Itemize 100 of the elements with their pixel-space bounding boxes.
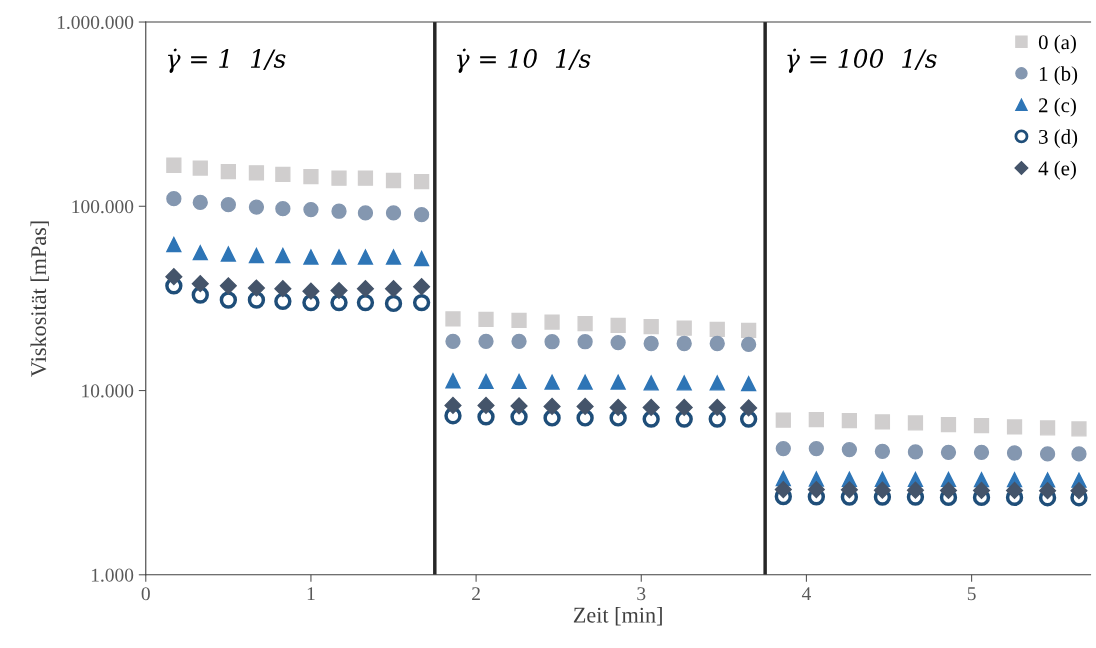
point bbox=[274, 292, 292, 310]
point bbox=[413, 250, 430, 267]
x-tick-label: 4 bbox=[801, 587, 811, 601]
point bbox=[1039, 446, 1056, 462]
x-tick-label: 1 bbox=[307, 587, 315, 601]
point bbox=[576, 397, 594, 415]
point bbox=[331, 170, 347, 186]
point bbox=[331, 203, 347, 219]
legend-label: 1 (b) bbox=[1039, 66, 1078, 86]
point bbox=[840, 481, 858, 499]
point bbox=[384, 294, 403, 313]
point bbox=[543, 397, 561, 415]
point bbox=[1039, 420, 1056, 436]
point bbox=[385, 172, 402, 189]
point bbox=[356, 293, 375, 312]
point bbox=[166, 157, 182, 173]
point bbox=[275, 201, 291, 217]
point bbox=[841, 441, 858, 458]
point bbox=[275, 166, 291, 183]
y-tick-label: 1.000.000 bbox=[57, 15, 134, 30]
point bbox=[248, 165, 265, 181]
point bbox=[906, 481, 924, 499]
point bbox=[1006, 445, 1023, 461]
point bbox=[873, 481, 891, 499]
point bbox=[577, 374, 593, 390]
point bbox=[511, 333, 527, 349]
point bbox=[166, 236, 182, 253]
point bbox=[444, 396, 462, 414]
point bbox=[577, 315, 593, 332]
point bbox=[610, 374, 626, 390]
point bbox=[384, 280, 403, 298]
point bbox=[774, 481, 792, 499]
point bbox=[303, 249, 319, 265]
x-tick-label: 5 bbox=[967, 587, 976, 601]
point bbox=[357, 205, 374, 221]
point bbox=[643, 319, 659, 335]
point bbox=[775, 412, 791, 428]
point bbox=[219, 291, 238, 309]
point bbox=[220, 197, 236, 213]
point bbox=[192, 194, 208, 211]
point bbox=[385, 205, 402, 221]
point bbox=[676, 320, 692, 336]
point bbox=[413, 207, 430, 223]
y-axis-title: Viskosität [mPas] bbox=[30, 221, 49, 377]
point bbox=[478, 373, 494, 390]
annotation: γ̇ = 1 1/s bbox=[168, 48, 286, 73]
legend-label: 0 (a) bbox=[1038, 34, 1076, 54]
point bbox=[609, 398, 627, 416]
point bbox=[676, 335, 692, 352]
point bbox=[643, 335, 659, 352]
point bbox=[247, 279, 265, 297]
point bbox=[511, 312, 527, 329]
point bbox=[330, 281, 348, 300]
point bbox=[544, 374, 560, 390]
point bbox=[1070, 482, 1088, 500]
point bbox=[302, 282, 320, 300]
point bbox=[445, 311, 461, 327]
point bbox=[907, 444, 924, 460]
point bbox=[874, 414, 891, 430]
point bbox=[445, 373, 461, 389]
point bbox=[357, 170, 374, 186]
point bbox=[385, 249, 402, 265]
point bbox=[940, 416, 957, 433]
y-tick-label: 10.000 bbox=[82, 384, 134, 398]
point bbox=[973, 444, 990, 460]
point bbox=[330, 293, 348, 312]
point bbox=[1071, 421, 1087, 437]
point bbox=[220, 164, 236, 180]
point bbox=[274, 280, 292, 298]
point bbox=[192, 245, 208, 261]
point bbox=[709, 335, 725, 352]
legend-label: 2 (c) bbox=[1039, 97, 1076, 117]
point bbox=[248, 199, 265, 215]
point bbox=[412, 293, 431, 312]
point bbox=[166, 191, 182, 207]
point bbox=[740, 336, 757, 353]
point bbox=[972, 481, 991, 499]
point bbox=[219, 277, 237, 295]
annotation: γ̇ = 100 1/s bbox=[787, 48, 937, 73]
point bbox=[709, 375, 725, 391]
point bbox=[413, 174, 430, 190]
point bbox=[445, 333, 461, 349]
point bbox=[248, 247, 265, 264]
point bbox=[331, 249, 347, 265]
point bbox=[973, 417, 990, 434]
point bbox=[544, 334, 560, 350]
point bbox=[510, 397, 528, 415]
point bbox=[708, 398, 726, 416]
legend-label: 4 (e) bbox=[1038, 160, 1076, 180]
point bbox=[1039, 482, 1057, 500]
point bbox=[807, 481, 825, 499]
point bbox=[610, 317, 626, 333]
point bbox=[643, 375, 659, 391]
y-tick-label: 1.000 bbox=[91, 568, 134, 582]
point bbox=[841, 412, 858, 429]
point bbox=[413, 278, 431, 296]
point bbox=[303, 168, 319, 185]
point bbox=[477, 396, 495, 414]
x-tick-label: 2 bbox=[472, 587, 480, 601]
point bbox=[642, 398, 660, 416]
